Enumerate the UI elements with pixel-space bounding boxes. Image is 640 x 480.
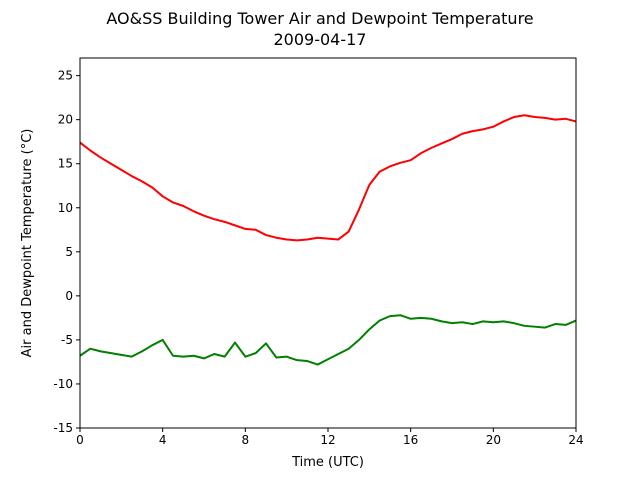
x-tick-label: 4 [159,433,167,447]
y-tick-label: -5 [61,333,73,347]
y-axis-label: Air and Dewpoint Temperature (°C) [20,129,35,358]
x-tick-label: 0 [76,433,84,447]
y-tick-label: -10 [53,377,73,391]
y-tick-label: 5 [65,245,73,259]
chart-subtitle: 2009-04-17 [274,30,367,49]
y-tick-label: 0 [65,289,73,303]
x-tick-label: 8 [242,433,250,447]
plot-area [79,114,577,366]
y-tick-label: 15 [58,157,73,171]
x-axis-label: Time (UTC) [291,455,364,470]
plot-frame [79,57,577,429]
x-axis: 0 4 8 12 16 20 24 [76,428,584,447]
series-line-1 [79,114,577,242]
y-tick-label: 25 [58,69,73,83]
x-tick-label: 24 [568,433,583,447]
y-tick-label: -15 [53,421,73,435]
y-axis: -15 -10 -5 0 5 10 15 20 25 [53,69,80,435]
x-tick-label: 16 [403,433,418,447]
chart-title: AO&SS Building Tower Air and Dewpoint Te… [106,9,533,28]
y-tick-label: 20 [58,113,73,127]
x-tick-label: 12 [320,433,335,447]
series-line-2 [79,314,577,366]
x-tick-label: 20 [486,433,501,447]
y-tick-label: 10 [58,201,73,215]
